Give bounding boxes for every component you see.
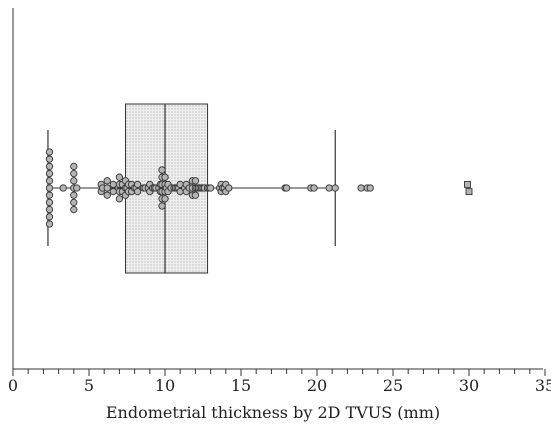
axes	[12, 8, 543, 370]
data-point	[325, 184, 333, 192]
data-point	[158, 166, 166, 174]
data-point	[70, 162, 78, 171]
data-point	[70, 191, 78, 199]
data-point	[45, 155, 54, 163]
data-point	[70, 177, 78, 185]
x-tick-label: 25	[383, 376, 403, 395]
x-tick-label: 30	[459, 376, 479, 395]
outlier-point	[464, 180, 471, 188]
x-tick-label: 10	[155, 376, 175, 395]
data-point	[161, 195, 169, 203]
data-point	[282, 184, 291, 192]
data-point	[70, 198, 78, 207]
data-point	[115, 173, 124, 181]
data-point	[45, 205, 54, 214]
data-point	[70, 205, 78, 214]
data-point	[133, 187, 142, 196]
data-point	[103, 184, 111, 192]
data-point	[191, 191, 200, 199]
data-point	[161, 173, 169, 181]
data-point	[45, 213, 54, 221]
x-tick-label: 15	[231, 376, 251, 395]
data-point	[357, 184, 365, 192]
x-axis-title: Endometrial thickness by 2D TVUS (mm)	[106, 403, 440, 422]
data-point	[73, 184, 81, 192]
data-point	[366, 184, 374, 192]
data-point	[103, 191, 111, 199]
data-points	[45, 148, 473, 228]
data-point	[191, 177, 200, 185]
data-point	[45, 184, 54, 192]
data-point	[59, 184, 67, 192]
data-point	[45, 162, 54, 171]
x-tick-label: 5	[84, 376, 94, 395]
x-tick-label: 20	[307, 376, 327, 395]
data-point	[115, 195, 124, 203]
data-point	[45, 169, 54, 178]
data-point	[45, 220, 54, 228]
outlier-point	[465, 188, 473, 196]
x-tick-label: 35	[535, 376, 551, 395]
data-point	[158, 202, 166, 210]
data-point	[70, 169, 78, 178]
data-point	[103, 177, 111, 185]
x-axis-ticks: 0 5 10 15 20 25 30 35	[8, 369, 551, 395]
data-point	[331, 184, 339, 192]
data-point	[206, 184, 215, 192]
data-point	[45, 148, 54, 156]
data-point	[133, 180, 142, 189]
data-point	[45, 177, 54, 185]
data-point	[45, 198, 54, 207]
data-point	[225, 184, 233, 192]
data-point	[109, 180, 117, 189]
data-point	[310, 184, 318, 192]
data-point	[109, 187, 117, 196]
x-tick-label: 0	[8, 376, 18, 395]
data-point	[45, 191, 54, 199]
